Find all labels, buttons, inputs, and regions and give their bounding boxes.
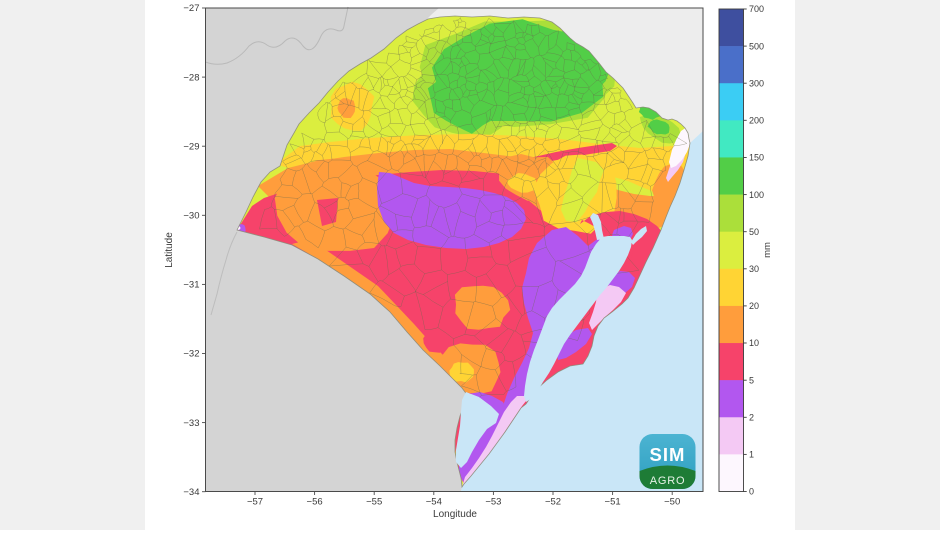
svg-text:30: 30 [749, 264, 759, 274]
svg-text:5: 5 [749, 375, 754, 385]
svg-text:−57: −57 [247, 497, 263, 508]
svg-text:0: 0 [749, 487, 754, 497]
svg-text:700: 700 [749, 4, 764, 14]
svg-text:50: 50 [749, 227, 759, 237]
svg-text:500: 500 [749, 41, 764, 51]
svg-text:−31: −31 [183, 280, 199, 291]
svg-text:−56: −56 [307, 497, 323, 508]
svg-text:10: 10 [749, 338, 759, 348]
svg-text:−50: −50 [664, 497, 680, 508]
svg-text:mm: mm [762, 242, 773, 258]
svg-text:−32: −32 [183, 349, 199, 360]
svg-text:150: 150 [749, 153, 764, 163]
svg-text:20: 20 [749, 301, 759, 311]
svg-text:−27: −27 [183, 3, 199, 14]
svg-text:Longitude: Longitude [433, 509, 477, 520]
svg-text:2: 2 [749, 413, 754, 423]
svg-text:−33: −33 [183, 418, 199, 429]
svg-text:−52: −52 [545, 497, 561, 508]
svg-text:−29: −29 [183, 141, 199, 152]
svg-text:200: 200 [749, 116, 764, 126]
svg-text:−34: −34 [183, 487, 199, 498]
svg-text:1: 1 [749, 450, 754, 460]
svg-text:100: 100 [749, 190, 764, 200]
svg-text:−51: −51 [605, 497, 621, 508]
svg-text:Latitude: Latitude [164, 232, 175, 268]
svg-text:300: 300 [749, 78, 764, 88]
svg-text:−54: −54 [426, 497, 442, 508]
svg-text:−30: −30 [183, 211, 199, 222]
svg-text:−55: −55 [366, 497, 382, 508]
svg-text:−28: −28 [183, 72, 199, 83]
svg-text:−53: −53 [485, 497, 501, 508]
svg-text:AGRO: AGRO [650, 475, 686, 487]
svg-text:SIM: SIM [650, 444, 686, 465]
